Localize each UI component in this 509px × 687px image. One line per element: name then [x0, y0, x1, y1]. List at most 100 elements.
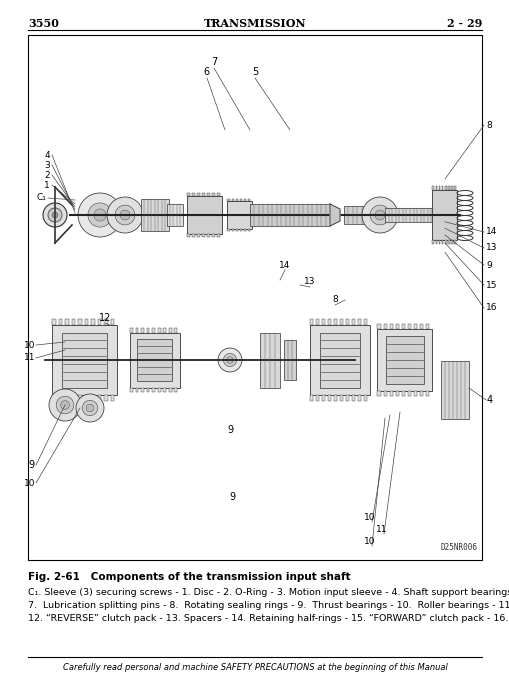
Text: 7: 7	[210, 57, 217, 67]
Bar	[85, 319, 88, 325]
Bar	[192, 234, 194, 237]
Bar	[147, 387, 149, 392]
Bar	[309, 325, 369, 395]
Bar	[197, 193, 200, 196]
Circle shape	[223, 353, 236, 367]
Bar	[217, 234, 219, 237]
Bar	[395, 391, 398, 396]
Bar	[52, 395, 55, 401]
Bar	[413, 324, 416, 329]
Bar	[98, 395, 101, 401]
Bar	[357, 319, 360, 325]
Text: C₁: C₁	[36, 194, 46, 203]
Bar	[152, 387, 155, 392]
Bar	[319, 333, 359, 387]
Circle shape	[49, 389, 81, 421]
Text: 2 - 29: 2 - 29	[446, 18, 481, 29]
Bar	[260, 333, 279, 387]
Bar	[447, 186, 449, 190]
Bar	[333, 319, 336, 325]
Bar	[187, 234, 190, 237]
Bar	[140, 199, 168, 231]
Bar	[72, 395, 75, 401]
Bar	[212, 193, 215, 196]
Bar	[351, 395, 354, 401]
Text: 4: 4	[44, 150, 50, 159]
Bar	[240, 199, 242, 201]
Bar	[65, 319, 69, 325]
Circle shape	[76, 394, 104, 422]
Bar	[432, 190, 457, 240]
Bar	[104, 319, 107, 325]
Bar	[333, 395, 336, 401]
Text: 14: 14	[485, 227, 496, 236]
Circle shape	[94, 209, 106, 221]
Bar	[111, 395, 114, 401]
Bar	[383, 324, 386, 329]
Bar	[235, 199, 238, 201]
Bar	[130, 333, 180, 387]
Bar	[401, 391, 404, 396]
Bar	[438, 240, 439, 244]
Bar	[441, 186, 442, 190]
Bar	[207, 193, 210, 196]
Bar	[91, 319, 95, 325]
Bar	[52, 325, 117, 395]
Bar	[231, 199, 233, 201]
Bar	[345, 319, 348, 325]
Bar	[135, 328, 138, 333]
Circle shape	[120, 210, 130, 220]
Text: 9: 9	[29, 460, 35, 470]
Bar	[168, 387, 172, 392]
Bar	[227, 199, 229, 201]
Text: 12. “REVERSE” clutch pack - 13. Spacers - 14. Retaining half-rings - 15. “FORWAR: 12. “REVERSE” clutch pack - 13. Spacers …	[28, 614, 509, 623]
Circle shape	[115, 205, 135, 225]
Text: 11: 11	[23, 354, 35, 363]
Bar	[28, 35, 481, 560]
Bar	[440, 361, 468, 419]
Bar	[157, 387, 160, 392]
Bar	[202, 193, 205, 196]
Bar	[187, 193, 190, 196]
Bar	[212, 234, 215, 237]
Text: 10: 10	[363, 537, 375, 546]
Bar	[111, 319, 114, 325]
Text: 13: 13	[304, 278, 315, 286]
Bar	[248, 199, 250, 201]
Circle shape	[217, 348, 242, 372]
Bar	[389, 391, 392, 396]
Text: 9: 9	[485, 260, 491, 269]
Bar	[130, 387, 132, 392]
Text: 9: 9	[227, 425, 233, 435]
Circle shape	[361, 197, 397, 233]
Bar	[450, 240, 452, 244]
Text: 11: 11	[376, 526, 387, 534]
Bar	[426, 324, 429, 329]
Bar	[344, 206, 365, 224]
Bar	[377, 391, 380, 396]
Text: 1: 1	[44, 181, 50, 190]
Bar	[413, 391, 416, 396]
Bar	[357, 395, 360, 401]
Bar	[137, 339, 172, 381]
Text: 10: 10	[23, 479, 35, 488]
Bar	[59, 319, 62, 325]
Bar	[207, 234, 210, 237]
Circle shape	[86, 404, 94, 412]
Text: 3: 3	[44, 161, 50, 170]
Circle shape	[107, 197, 143, 233]
Bar	[435, 240, 436, 244]
Bar	[441, 240, 442, 244]
Bar	[316, 395, 318, 401]
Text: 2: 2	[44, 170, 50, 179]
Bar	[141, 328, 144, 333]
Bar	[426, 391, 429, 396]
Text: D25NR006: D25NR006	[440, 543, 477, 552]
Bar	[174, 387, 177, 392]
Bar	[377, 329, 432, 391]
Bar	[157, 328, 160, 333]
Polygon shape	[329, 204, 340, 226]
Bar	[419, 391, 422, 396]
Bar	[147, 328, 149, 333]
Bar	[395, 324, 398, 329]
